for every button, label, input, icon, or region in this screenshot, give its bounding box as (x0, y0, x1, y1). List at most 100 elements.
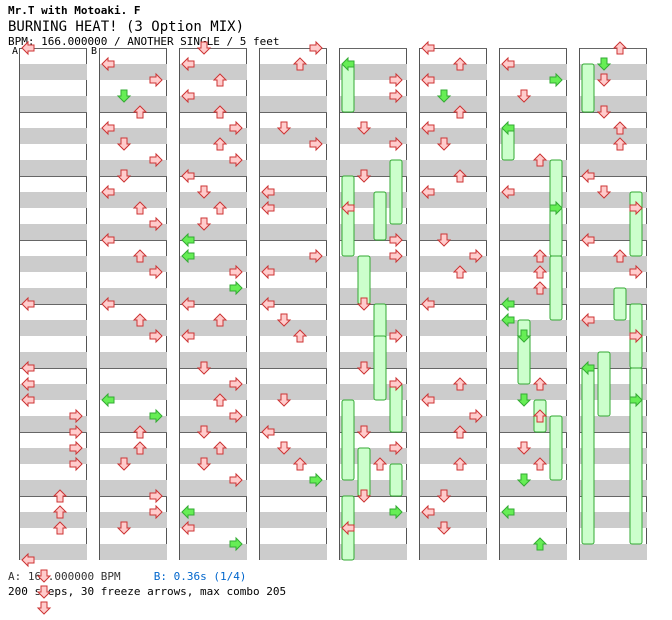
right-step-arrow (389, 440, 403, 456)
measure-line (500, 112, 567, 113)
beat-band (20, 320, 87, 336)
up-step-arrow (452, 169, 468, 183)
down-step-arrow (116, 89, 132, 103)
beat-band (260, 512, 327, 528)
up-step-arrow (532, 153, 548, 167)
beat-band (260, 320, 327, 336)
down-step-arrow (196, 361, 212, 375)
freeze-arrow-body (549, 207, 563, 257)
beat-band (420, 384, 487, 400)
measure-line (100, 176, 167, 177)
measure-line (580, 240, 647, 241)
beat-band (340, 256, 407, 272)
beat-band (420, 320, 487, 336)
up-step-arrow (612, 249, 628, 263)
beat-band (340, 288, 407, 304)
beat-band (20, 160, 87, 176)
measure-line (20, 368, 87, 369)
right-step-arrow (389, 376, 403, 392)
freeze-arrow-body (549, 415, 563, 481)
measure-line (180, 432, 247, 433)
beat-band (420, 96, 487, 112)
offset-label: B: 0.36s (1/4) (153, 570, 247, 583)
beat-band (180, 160, 247, 176)
right-step-arrow (149, 264, 163, 280)
measure-line (340, 112, 407, 113)
right-step-arrow (69, 456, 83, 472)
down-step-arrow (116, 169, 132, 183)
measure-line (500, 48, 567, 49)
left-step-arrow (421, 120, 435, 136)
beat-band (500, 512, 567, 528)
left-step-arrow (21, 376, 35, 392)
left-step-arrow (341, 200, 355, 216)
beat-band (100, 384, 167, 400)
measure-line (100, 240, 167, 241)
beat-band (420, 160, 487, 176)
up-step-arrow (292, 57, 308, 71)
beat-band (180, 512, 247, 528)
beat-band (100, 256, 167, 272)
right-step-arrow (629, 200, 643, 216)
left-step-arrow (501, 184, 515, 200)
beat-band (580, 96, 647, 112)
down-step-arrow (196, 217, 212, 231)
measure-line (260, 496, 327, 497)
measure-line (100, 496, 167, 497)
right-step-arrow (469, 408, 483, 424)
down-step-arrow (596, 105, 612, 119)
left-step-arrow (181, 88, 195, 104)
measure-line (100, 304, 167, 305)
right-step-arrow (309, 136, 323, 152)
left-step-arrow (181, 232, 195, 248)
measure-line (580, 368, 647, 369)
down-step-arrow (36, 585, 52, 599)
right-step-arrow (149, 152, 163, 168)
beat-band (20, 544, 87, 560)
measure-line (340, 176, 407, 177)
beat-band (20, 128, 87, 144)
beat-band (100, 96, 167, 112)
right-step-arrow (229, 376, 243, 392)
up-step-arrow (532, 377, 548, 391)
right-step-arrow (149, 488, 163, 504)
measure-line (180, 496, 247, 497)
beat-band (100, 416, 167, 432)
left-step-arrow (21, 40, 35, 56)
left-step-arrow (421, 296, 435, 312)
beat-band (420, 416, 487, 432)
marker-b: B (91, 46, 98, 57)
beat-band (180, 416, 247, 432)
beat-band (20, 352, 87, 368)
beat-band (260, 544, 327, 560)
beat-band (180, 288, 247, 304)
up-step-arrow (452, 105, 468, 119)
left-step-arrow (181, 168, 195, 184)
freeze-arrow-body (389, 383, 403, 433)
beat-band (180, 192, 247, 208)
measure-line (580, 496, 647, 497)
measure-line (420, 48, 487, 49)
measure-line (340, 304, 407, 305)
down-step-arrow (276, 441, 292, 455)
left-step-arrow (501, 312, 515, 328)
measure-line (260, 368, 327, 369)
footer-timing: A: 166.000000 BPM B: 0.36s (1/4) (8, 570, 246, 583)
freeze-arrow-body (581, 367, 595, 545)
measure-line (20, 48, 87, 49)
freeze-arrow-body (629, 367, 643, 545)
down-step-arrow (356, 121, 372, 135)
beat-band (260, 192, 327, 208)
beat-band (420, 64, 487, 80)
up-step-arrow (52, 505, 68, 519)
beat-band (260, 288, 327, 304)
right-step-arrow (149, 504, 163, 520)
down-step-arrow (276, 313, 292, 327)
down-step-arrow (516, 329, 532, 343)
left-step-arrow (181, 56, 195, 72)
up-step-arrow (532, 457, 548, 471)
right-step-arrow (229, 472, 243, 488)
down-step-arrow (436, 89, 452, 103)
down-step-arrow (356, 297, 372, 311)
left-step-arrow (261, 424, 275, 440)
